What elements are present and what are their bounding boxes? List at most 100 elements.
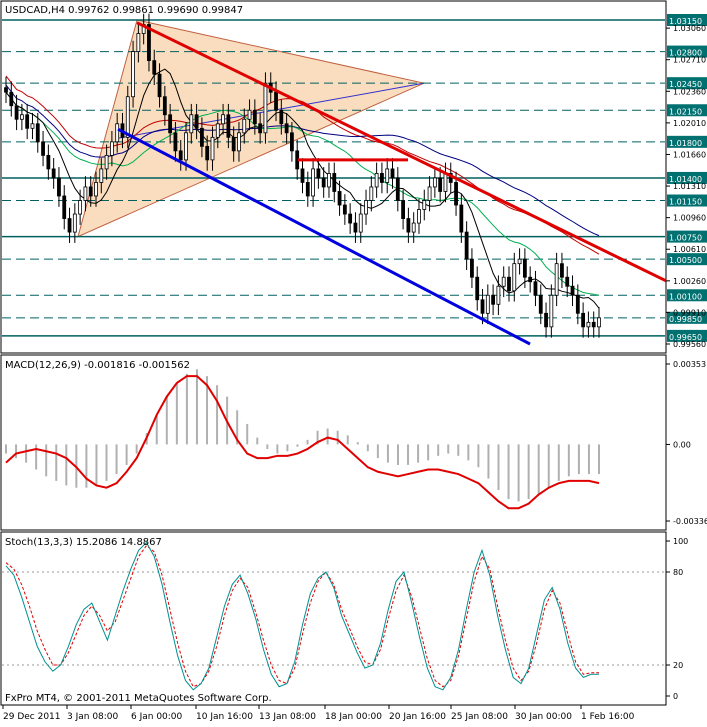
macd-y-tick-label: 0.00 bbox=[673, 440, 691, 449]
candle bbox=[432, 177, 437, 188]
time-axis-label: 1 Feb 16:00 bbox=[581, 712, 635, 722]
candle bbox=[62, 195, 67, 219]
stoch-y-tick-label: 100 bbox=[673, 537, 688, 546]
candle bbox=[406, 218, 411, 233]
price-y-tick-label: 1.00260 bbox=[673, 277, 706, 286]
candle bbox=[411, 222, 416, 233]
candle bbox=[427, 186, 432, 201]
macd-panel-frame bbox=[0, 354, 667, 531]
candle bbox=[348, 213, 353, 224]
level-price-label: 1.00750 bbox=[669, 234, 702, 243]
candle bbox=[332, 173, 337, 192]
macd-plot bbox=[5, 369, 600, 510]
candle bbox=[173, 132, 178, 152]
stoch-y-tick-label: 20 bbox=[673, 661, 683, 670]
price-y-tick-label: 1.02360 bbox=[673, 87, 706, 96]
time-axis-label: 6 Jan 00:00 bbox=[131, 712, 183, 722]
stoch-main-line bbox=[5, 541, 599, 691]
level-price-box bbox=[667, 253, 707, 266]
candle bbox=[570, 285, 575, 296]
time-axis-label: 20 Jan 16:00 bbox=[389, 712, 446, 722]
candle bbox=[247, 109, 252, 120]
candle bbox=[125, 96, 130, 138]
candle bbox=[25, 114, 30, 129]
candle bbox=[438, 177, 443, 192]
candle bbox=[491, 294, 496, 305]
price-y-tick-label: 1.03060 bbox=[673, 24, 706, 33]
candle bbox=[305, 182, 310, 197]
candle bbox=[152, 60, 157, 75]
candle bbox=[72, 213, 77, 233]
candle bbox=[422, 200, 427, 210]
level-price-label: 1.01150 bbox=[669, 198, 702, 207]
candle bbox=[475, 276, 480, 301]
candle bbox=[353, 222, 358, 233]
candle bbox=[581, 312, 586, 328]
price-y-tick-label: 1.00610 bbox=[673, 245, 706, 254]
price-y-tick-label: 1.01660 bbox=[673, 150, 706, 159]
candle bbox=[78, 200, 83, 215]
candle bbox=[597, 317, 601, 328]
candle bbox=[485, 294, 490, 314]
level-price-box bbox=[667, 14, 707, 26]
candle bbox=[51, 168, 56, 179]
candle bbox=[215, 123, 220, 138]
level-price-label: 1.02150 bbox=[669, 107, 702, 116]
candle bbox=[178, 150, 183, 161]
price-y-tick-label: 1.02010 bbox=[673, 119, 706, 128]
candle bbox=[316, 168, 321, 179]
candle bbox=[480, 299, 485, 314]
stoch-y-tick-label: 0 bbox=[673, 692, 678, 701]
candle bbox=[46, 154, 51, 170]
candle bbox=[115, 123, 120, 143]
candle bbox=[470, 258, 474, 278]
candle bbox=[538, 294, 543, 314]
candle bbox=[242, 118, 247, 134]
blue-trend-line bbox=[117, 127, 531, 346]
level-price-label: 1.01400 bbox=[669, 175, 702, 184]
candle bbox=[290, 132, 294, 152]
time-axis-label: 13 Jan 08:00 bbox=[259, 712, 316, 722]
candle bbox=[147, 24, 151, 62]
candle bbox=[454, 182, 458, 206]
candle bbox=[342, 204, 347, 215]
axis-labels: 1.03150 1.02800 1.02450 1.02150 1.01800 1.014… bbox=[2, 14, 707, 722]
candle bbox=[501, 276, 506, 287]
candle bbox=[554, 263, 559, 296]
candle bbox=[189, 114, 194, 134]
level-price-label: 1.00500 bbox=[669, 256, 702, 265]
candle bbox=[19, 114, 24, 120]
candle bbox=[464, 231, 469, 260]
candle bbox=[533, 281, 538, 296]
time-axis-label: 3 Jan 08:00 bbox=[67, 712, 119, 722]
price-y-tick-label: 0.99560 bbox=[673, 340, 706, 349]
level-price-box bbox=[667, 329, 707, 342]
candle bbox=[311, 168, 315, 197]
candle bbox=[401, 200, 405, 219]
time-axis-label: 10 Jan 16:00 bbox=[196, 712, 253, 722]
moving-average-line bbox=[5, 68, 600, 309]
time-axis-label: 18 Jan 00:00 bbox=[325, 712, 382, 722]
level-price-box bbox=[667, 230, 707, 243]
time-axis-label: 29 Dec 2011 bbox=[3, 712, 61, 722]
level-price-label: 1.02800 bbox=[669, 49, 702, 58]
candle bbox=[586, 321, 591, 328]
candle bbox=[364, 200, 368, 215]
price-y-tick-label: 1.01310 bbox=[673, 182, 706, 191]
candle bbox=[263, 82, 268, 134]
candle bbox=[443, 173, 448, 192]
candle bbox=[157, 73, 162, 98]
price-plot bbox=[2, 13, 667, 346]
candle bbox=[358, 213, 363, 233]
candle bbox=[512, 263, 517, 292]
stoch-panel-frame bbox=[0, 531, 667, 706]
candle bbox=[395, 177, 400, 201]
level-price-label: 0.99850 bbox=[669, 315, 702, 324]
level-price-box bbox=[667, 194, 707, 207]
candle bbox=[321, 177, 326, 188]
stoch-y-tick-label: 80 bbox=[673, 568, 683, 577]
candle bbox=[57, 177, 61, 197]
candle bbox=[496, 285, 501, 305]
candle bbox=[522, 258, 527, 278]
